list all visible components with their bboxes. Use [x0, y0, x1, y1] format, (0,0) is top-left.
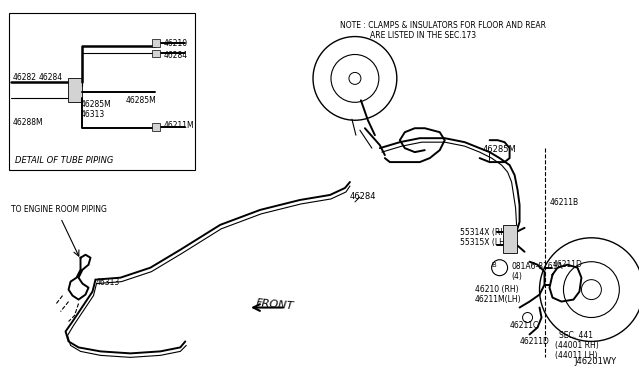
Text: 46288M: 46288M: [13, 118, 44, 127]
Text: 46211M(LH): 46211M(LH): [475, 295, 522, 304]
Bar: [152, 49, 161, 58]
Text: 46285M: 46285M: [483, 145, 516, 154]
Text: 46211C: 46211C: [509, 321, 539, 330]
Text: J46201WY: J46201WY: [575, 357, 616, 366]
Text: 46210 (RH): 46210 (RH): [475, 285, 518, 294]
Text: 46282: 46282: [13, 73, 36, 83]
Text: ARE LISTED IN THE SEC.173: ARE LISTED IN THE SEC.173: [370, 31, 476, 39]
Text: 46313: 46313: [81, 110, 105, 119]
Bar: [9, 13, 195, 170]
Text: 46211B: 46211B: [550, 198, 579, 207]
Bar: [68, 78, 81, 102]
Text: TO ENGINE ROOM PIPING: TO ENGINE ROOM PIPING: [11, 205, 106, 214]
Text: 46211D: 46211D: [520, 337, 550, 346]
Text: (44001 RH): (44001 RH): [556, 341, 599, 350]
Text: SEC. 441: SEC. 441: [559, 331, 593, 340]
Text: 46211D: 46211D: [552, 260, 582, 269]
Text: 46285M: 46285M: [81, 100, 111, 109]
Text: 46313: 46313: [95, 278, 120, 287]
Text: 55315X (LH): 55315X (LH): [460, 238, 508, 247]
Bar: [152, 123, 161, 131]
Text: (4): (4): [511, 272, 522, 281]
Text: 46285M: 46285M: [125, 96, 156, 105]
Text: 46211M: 46211M: [163, 121, 194, 130]
Text: 46284: 46284: [38, 73, 63, 83]
Text: (44011 LH): (44011 LH): [556, 352, 598, 360]
Bar: [502, 225, 516, 253]
Text: DETAIL OF TUBE PIPING: DETAIL OF TUBE PIPING: [15, 156, 113, 165]
Bar: [152, 39, 161, 46]
Text: 55314X (RH): 55314X (RH): [460, 228, 509, 237]
Text: FRONT: FRONT: [255, 298, 294, 311]
Text: B: B: [492, 262, 496, 268]
Text: NOTE : CLAMPS & INSULATORS FOR FLOOR AND REAR: NOTE : CLAMPS & INSULATORS FOR FLOOR AND…: [340, 20, 546, 30]
Text: 46284: 46284: [350, 192, 376, 201]
Text: 46284: 46284: [163, 51, 188, 60]
Text: 46210: 46210: [163, 39, 188, 48]
Text: 081A6-8161A: 081A6-8161A: [511, 262, 563, 271]
